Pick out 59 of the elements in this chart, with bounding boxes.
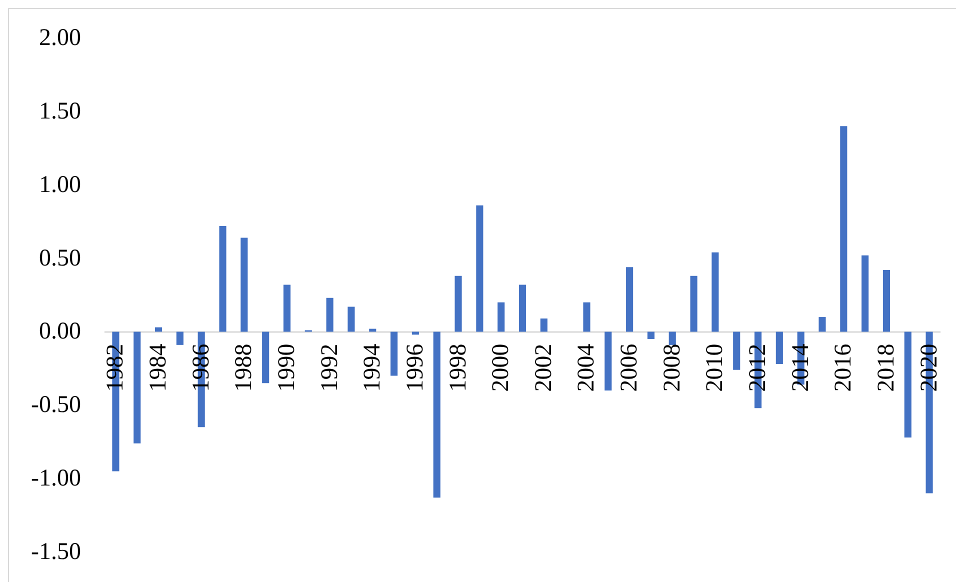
bar [219,226,226,332]
bar [154,327,162,332]
bar [540,318,548,332]
bar [176,332,184,345]
x-tick-label: 2010 [702,344,728,392]
x-tick-label: 2000 [488,344,514,392]
x-tick-label: 1990 [274,344,300,392]
bar [498,302,505,332]
bar [240,238,248,332]
x-tick-label: 2006 [616,344,643,392]
y-tick-label: -1.50 [31,539,81,565]
bar [412,332,419,335]
x-tick-label: 1988 [231,344,258,392]
bar [326,298,334,332]
bar [454,276,462,332]
bar [476,205,484,332]
bar [904,332,912,438]
x-tick-label: 2008 [659,344,686,392]
x-tick-label: 2012 [745,344,772,392]
bar [776,332,783,364]
x-tick-label: 1992 [316,344,343,392]
x-tick-label: 2016 [830,344,857,392]
x-tick-label: 1982 [102,344,129,392]
bar [390,332,398,376]
bar [840,126,848,332]
bar [690,276,698,332]
x-tick-label: 1998 [445,344,472,392]
x-tick-label: 1996 [402,344,428,392]
bar [712,252,719,332]
y-tick-label: -1.00 [31,466,81,492]
y-tick-label: 1.00 [39,172,81,198]
x-tick-label: 1994 [360,344,386,392]
bar [862,255,869,332]
bar [647,332,654,340]
x-tick-label: 1986 [188,344,214,392]
y-tick-label: 0.00 [39,318,81,345]
bar [583,302,590,332]
bar [882,270,890,332]
y-tick-label: 1.50 [39,98,81,124]
bar [604,332,612,390]
x-tick-label: 2002 [530,344,557,392]
bar [626,267,634,332]
x-tick-label: 2018 [873,344,900,392]
bar [134,332,141,444]
bar [818,317,826,332]
x-tick-label: 1984 [146,344,172,392]
y-tick-label: 2.00 [39,25,81,51]
bar [348,306,355,332]
bar [668,332,676,345]
bar [283,284,291,332]
bar [518,284,526,332]
x-tick-label: 2020 [916,344,942,392]
bar [433,332,440,498]
x-tick-label: 2004 [574,344,600,392]
y-tick-label: -0.50 [31,392,81,418]
bar [262,332,270,384]
y-tick-label: 0.50 [39,245,81,272]
bar [733,332,740,370]
x-tick-label: 2014 [788,344,814,392]
